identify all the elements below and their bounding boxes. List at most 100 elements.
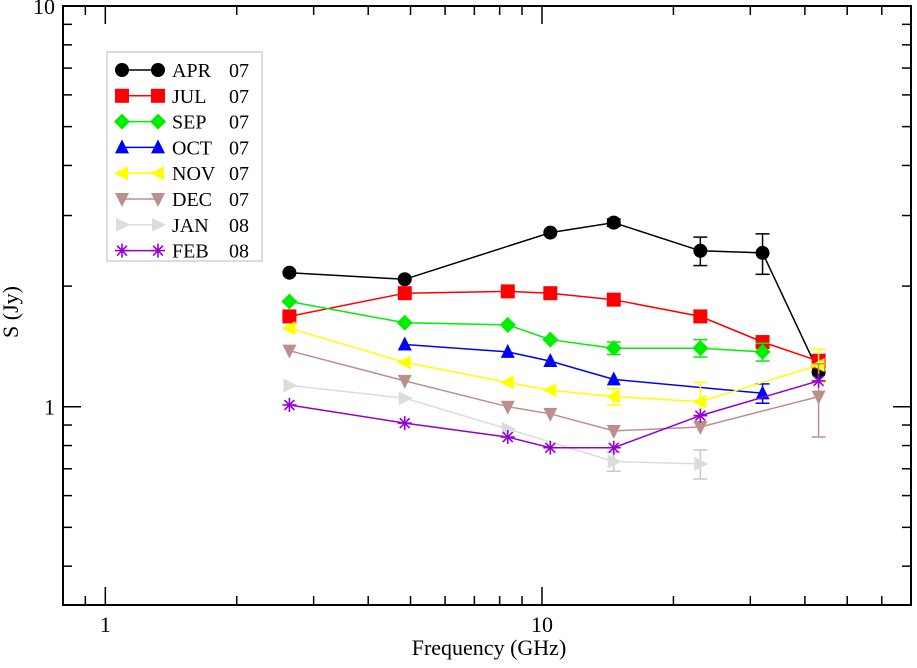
data-point	[282, 397, 297, 412]
data-point	[282, 344, 297, 359]
data-point	[499, 316, 516, 333]
axes-layer: 1 10 1 10	[33, 0, 912, 637]
legend-marker-left	[116, 217, 130, 232]
legend-year: 08	[229, 215, 249, 237]
data-point	[606, 292, 621, 307]
legend-entry: JAN 08	[116, 215, 249, 237]
legend-marker-right	[150, 166, 164, 181]
legend-box	[106, 51, 263, 262]
legend-marker-left	[115, 139, 129, 154]
data-point	[755, 245, 770, 260]
legend-marker-right	[151, 88, 165, 103]
data-point	[693, 420, 708, 435]
series-layer	[281, 215, 826, 480]
legend-month: DEC	[172, 189, 212, 211]
legend-entry: JUL 07	[115, 86, 249, 108]
legend-month: JUL	[172, 86, 206, 108]
legend-month: APR	[172, 60, 212, 82]
legend-month: OCT	[172, 137, 212, 159]
legend-year: 08	[229, 241, 249, 263]
series-line	[289, 384, 701, 465]
legend-marker-right	[150, 113, 166, 130]
series-dec-07	[282, 344, 826, 439]
legend-marker-left	[115, 88, 129, 103]
data-point	[542, 383, 557, 398]
series-sep-07	[281, 293, 771, 362]
data-point	[500, 400, 515, 415]
data-point	[397, 286, 412, 301]
data-point	[397, 374, 412, 389]
asterisk-stroke	[399, 417, 411, 429]
data-point	[754, 343, 771, 360]
data-point	[755, 335, 770, 350]
data-point	[810, 358, 825, 373]
series-line	[289, 300, 763, 353]
legend-marker-right	[151, 243, 165, 258]
legend-marker-left	[115, 243, 129, 258]
data-point	[543, 286, 558, 301]
data-point	[282, 309, 297, 324]
data-point	[397, 272, 412, 287]
series-feb-08	[282, 373, 826, 455]
asterisk-stroke	[694, 410, 706, 422]
legend-year: 07	[229, 163, 249, 185]
data-point	[281, 321, 296, 336]
legend-marker-left	[114, 166, 128, 181]
series-line	[289, 290, 819, 362]
asterisk-stroke	[152, 245, 164, 257]
data-point	[501, 421, 516, 436]
legend-entry: OCT 07	[115, 137, 249, 159]
data-point	[397, 336, 412, 351]
asterisk-stroke	[813, 375, 825, 387]
data-point	[543, 440, 558, 455]
legend-entry: APR 07	[115, 60, 249, 82]
x-tick-label: 1	[100, 612, 111, 637]
data-point	[692, 394, 707, 409]
series-jul-07	[282, 284, 826, 369]
legend-entry: DEC 07	[115, 189, 249, 211]
asterisk-stroke	[544, 442, 556, 454]
legend-month: JAN	[172, 215, 209, 237]
legend-marker-right	[151, 193, 165, 207]
data-point	[811, 390, 826, 405]
legend-marker-right	[152, 217, 166, 232]
legend-month: FEB	[172, 241, 209, 263]
legend-month: NOV	[172, 163, 216, 185]
legend-year: 07	[229, 112, 249, 134]
series-line	[404, 343, 763, 395]
data-point	[543, 353, 558, 368]
data-point	[543, 225, 558, 240]
asterisk-stroke	[283, 399, 295, 411]
legend-year: 07	[229, 60, 249, 82]
data-point	[396, 355, 411, 370]
data-point	[606, 440, 621, 455]
plot-frame	[62, 5, 912, 606]
data-point	[283, 378, 298, 393]
data-point	[605, 340, 622, 357]
x-tick-label: 10	[531, 612, 553, 637]
legend-entry: FEB 08	[115, 241, 249, 263]
legend-marker-right	[151, 63, 165, 77]
asterisk-stroke	[116, 245, 128, 257]
data-point	[543, 407, 558, 422]
data-point	[500, 343, 515, 358]
legend: APR 07 JUL 07 SEP 07 OCT 07 NOV 07 DEC 07 JAN 08 FEB 08	[106, 51, 263, 263]
x-axis-label: Frequency (GHz)	[412, 635, 567, 660]
data-point	[500, 430, 515, 445]
y-tick-label: 10	[33, 0, 55, 19]
data-point	[396, 314, 413, 331]
data-point	[499, 375, 514, 390]
legend-marker-left	[114, 113, 130, 130]
data-point	[281, 293, 298, 310]
data-point	[606, 215, 621, 230]
y-axis-label: S (Jy)	[0, 286, 23, 338]
asterisk-stroke	[502, 431, 514, 443]
series-jan-08	[283, 378, 709, 480]
data-point	[606, 371, 621, 386]
legend-month: SEP	[172, 112, 206, 134]
legend-year: 07	[229, 189, 249, 211]
data-point	[693, 309, 708, 324]
data-point	[692, 340, 709, 357]
